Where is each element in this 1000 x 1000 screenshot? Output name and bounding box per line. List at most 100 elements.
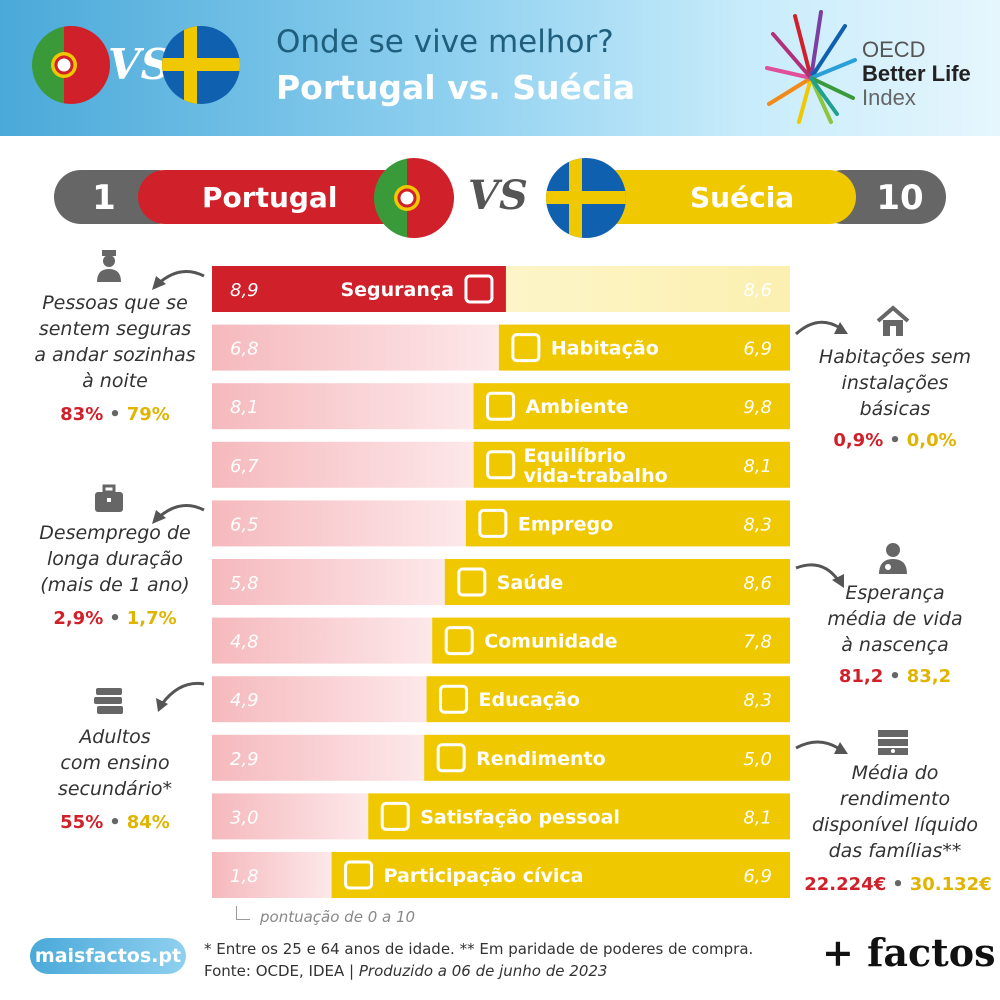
category-label: Ambiente [526, 396, 629, 418]
note-line: Desemprego de [39, 522, 191, 544]
portugal-bar [212, 852, 332, 898]
portugal-value-label: 8,1 [230, 397, 259, 418]
sweden-value-label: 8,3 [743, 514, 772, 535]
separator: • [109, 608, 121, 629]
portugal-value: 83% [60, 404, 104, 425]
money-icon [436, 743, 466, 773]
note-emprego-values: 2,9% • 1,7% [20, 608, 210, 629]
arrow-left-icon [152, 504, 205, 524]
note-educacao: Adultos com ensino secundário* [20, 724, 210, 802]
portugal-value: 22.224€ [804, 874, 887, 895]
note-emprego: Desemprego de longa duração (mais de 1 a… [20, 520, 210, 598]
source-text: Fonte: OCDE, IDEA | [204, 962, 359, 980]
note-rendimento: Média do rendimento disponível líquido d… [800, 760, 990, 864]
sweden-flag-icon [162, 26, 240, 104]
sweden-flag-icon [546, 158, 626, 238]
footnote: * Entre os 25 e 64 anos de idade. ** Em … [204, 940, 754, 958]
sweden-value: 30.132€ [909, 874, 992, 895]
category-label: Comunidade [484, 631, 617, 653]
category-label: Saúde [497, 572, 564, 594]
sweden-bar [473, 441, 790, 488]
arrow-right-icon [795, 563, 844, 588]
category-label: Satisfação pessoal [420, 806, 620, 828]
separator: • [889, 430, 901, 451]
note-line: Média do [851, 762, 939, 784]
portugal-value: 0,9% [833, 430, 884, 451]
books-icon [439, 684, 469, 714]
oecd-label: OECD [862, 37, 926, 62]
portugal-value-label: 4,8 [230, 632, 259, 653]
portugal-bar [212, 734, 425, 781]
note-line: instalações [841, 372, 949, 394]
note-saude-values: 81,2 • 83,2 [800, 666, 990, 687]
sweden-value-label: 8,6 [743, 280, 772, 301]
note-habitacao-values: 0,9% • 0,0% [800, 430, 990, 451]
note-line: à noite [82, 370, 148, 392]
category-label: Segurança [340, 279, 454, 301]
arrow-right-icon [795, 740, 848, 754]
portugal-value-label: 6,8 [230, 339, 259, 360]
site-link[interactable]: maisfactos.pt [30, 938, 186, 974]
sweden-value-label: 6,9 [743, 866, 772, 887]
portugal-value-label: 2,9 [230, 749, 259, 770]
category-label: Emprego [518, 513, 613, 535]
note-line: Habitações sem [818, 346, 972, 368]
portugal-rank: 1 [92, 178, 116, 218]
oecd-logo-icon [765, 10, 857, 124]
note-line: longa duração [47, 548, 183, 570]
note-line: Esperança [845, 582, 945, 604]
sweden-value: 1,7% [126, 608, 177, 629]
police-officer-icon [97, 250, 121, 282]
sweden-value-label: 6,9 [743, 339, 772, 360]
people-icon [444, 626, 474, 656]
note-line: (mais de 1 ano) [40, 574, 190, 596]
sweden-bar [465, 500, 790, 547]
portugal-bar [212, 324, 499, 371]
sweden-bar [368, 793, 790, 840]
portugal-value-label: 6,7 [230, 456, 259, 477]
source-note: Fonte: OCDE, IDEA | Produzido a 06 de ju… [204, 962, 607, 980]
books-icon [94, 688, 123, 714]
police-officer-icon [464, 274, 494, 304]
sweden-value: 79% [126, 404, 170, 425]
note-saude: Esperança média de vida à nascença [800, 580, 990, 658]
portugal-bar [212, 559, 445, 605]
arrow-left-icon [156, 681, 205, 712]
better-life-label: Better Life [862, 61, 971, 86]
arrow-left-icon [152, 270, 205, 290]
note-line: Pessoas que se [42, 292, 188, 314]
note-line: rendimento [839, 788, 951, 810]
arrow-right-icon [794, 320, 848, 336]
work-life-icon [486, 450, 516, 480]
sweden-value-label: 8,6 [743, 573, 772, 594]
header-banner: VS Onde se vive melhor? Portugal vs. Sué… [0, 0, 1000, 136]
note-line: disponível líquido [811, 814, 979, 836]
category-label: vida-trabalho [524, 465, 668, 487]
category-label: Educação [479, 689, 580, 711]
portugal-value-label: 3,0 [230, 807, 259, 828]
house-icon [511, 333, 541, 363]
scale-note: pontuação de 0 a 10 [238, 908, 415, 926]
note-line: básicas [859, 398, 931, 420]
separator: • [892, 874, 904, 895]
sweden-bar [498, 324, 790, 371]
note-seguranca: Pessoas que se sentem seguras a andar so… [20, 290, 210, 394]
sweden-rank: 10 [876, 178, 924, 218]
separator: • [889, 666, 901, 687]
note-educacao-values: 55% • 84% [20, 812, 210, 833]
page-subtitle: Portugal vs. Suécia [276, 68, 636, 107]
sweden-value-label: 7,8 [743, 632, 772, 653]
category-label: Habitação [551, 338, 659, 360]
note-line: com ensino [60, 752, 170, 774]
portugal-bar [212, 266, 506, 312]
sweden-bar [424, 734, 790, 781]
sweden-name: Suécia [690, 181, 795, 214]
index-label: Index [862, 85, 916, 110]
scale-tick [236, 906, 250, 920]
note-line: média de vida [827, 608, 963, 630]
note-line: à nascença [841, 634, 949, 656]
sweden-bar [473, 383, 790, 430]
portugal-flag-icon [374, 158, 454, 238]
category-label: Participação cívica [384, 865, 584, 887]
scale-note-text: pontuação de 0 a 10 [260, 908, 416, 926]
